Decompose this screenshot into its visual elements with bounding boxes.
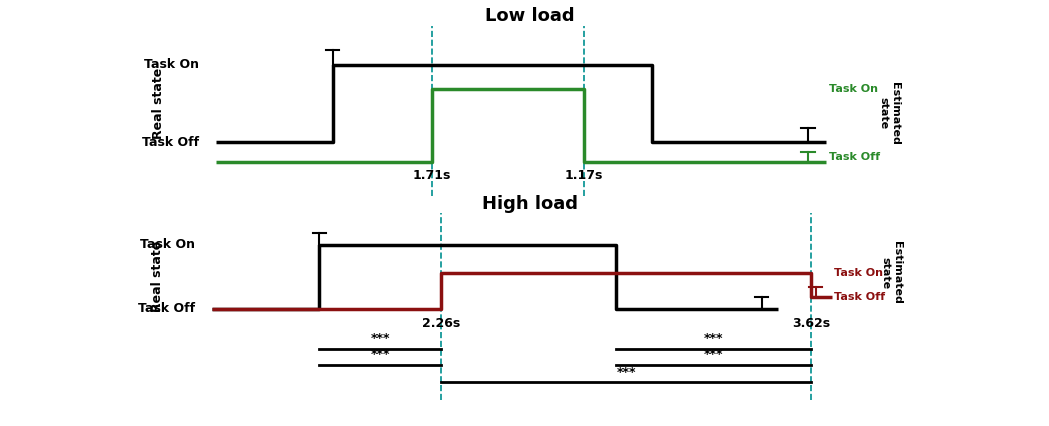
Text: 1.71s: 1.71s [412,169,451,182]
Text: ***: *** [704,332,724,345]
Text: Estimated
state: Estimated state [879,82,900,145]
Text: Task Off: Task Off [834,292,885,302]
Text: ***: *** [370,332,390,345]
Text: Task On: Task On [144,58,199,71]
Text: Real state: Real state [151,241,164,312]
Text: 3.62s: 3.62s [792,317,831,330]
Title: Low load: Low load [485,7,575,26]
Text: Task On: Task On [829,84,878,94]
Text: ***: *** [704,348,724,361]
Text: Task On: Task On [141,239,195,251]
Text: Task Off: Task Off [138,302,195,315]
Text: Estimated
state: Estimated state [880,242,902,304]
Text: Real state: Real state [152,68,165,139]
Text: Task Off: Task Off [829,152,880,162]
Text: ***: *** [617,366,636,379]
Text: ***: *** [370,348,390,361]
Text: Task Off: Task Off [142,136,199,149]
Text: 1.17s: 1.17s [564,169,603,182]
Title: High load: High load [481,195,578,213]
Text: 2.26s: 2.26s [422,317,461,330]
Text: Task On: Task On [834,268,883,278]
